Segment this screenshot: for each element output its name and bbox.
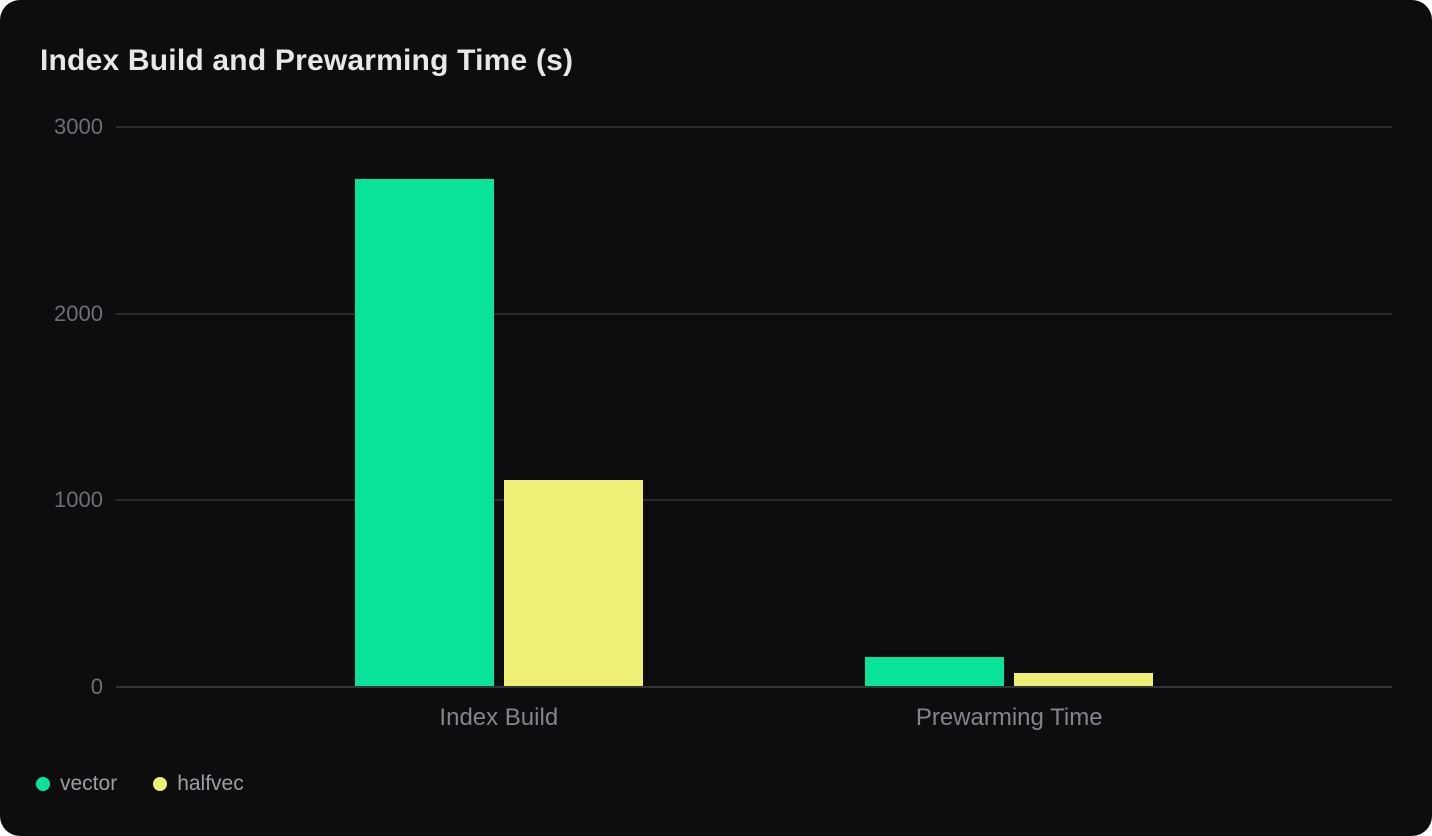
legend-dot-halfvec-icon	[153, 777, 168, 791]
x-category-label-index-build: Index Build	[439, 704, 559, 731]
chart-title: Index Build and Prewarming Time (s)	[40, 44, 574, 77]
legend-item-halfvec: halfvec	[153, 772, 244, 796]
legend-label-halfvec: halfvec	[177, 772, 244, 795]
y-tick-label-0: 0	[90, 673, 103, 699]
bar-vector-prewarming-time	[865, 656, 1005, 687]
legend-dot-vector-icon	[36, 777, 50, 791]
gridline-0	[116, 685, 1392, 688]
y-tick-label-2000: 2000	[54, 300, 103, 326]
gridline-3000	[116, 126, 1392, 128]
bar-halfvec-index-build	[503, 480, 643, 687]
gridline-1000	[116, 499, 1392, 501]
y-tick-label-3000: 3000	[54, 114, 103, 139]
x-category-label-prewarming-time: Prewarming Time	[915, 704, 1103, 731]
bar-halfvec-prewarming-time	[1014, 673, 1154, 687]
legend-item-vector: vector	[36, 772, 117, 796]
y-tick-label-1000: 1000	[54, 487, 103, 512]
legend-label-vector: vector	[60, 772, 118, 795]
bar-vector-index-build	[354, 179, 494, 687]
legend: vector halfvec	[36, 772, 244, 796]
gridline-2000	[116, 312, 1392, 315]
